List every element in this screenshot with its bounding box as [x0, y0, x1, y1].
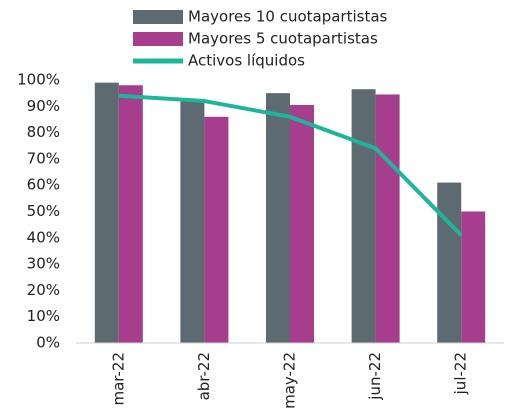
- y-tick-label: 80%: [27, 123, 60, 141]
- y-tick-label: 30%: [27, 255, 60, 273]
- y-tick-label: 0%: [36, 334, 60, 352]
- bar: [351, 89, 376, 343]
- bar: [118, 85, 143, 343]
- x-tick-label: mar-22: [109, 352, 127, 406]
- y-tick-label: 50%: [27, 202, 60, 220]
- bar: [461, 211, 486, 343]
- legend-swatch: [133, 32, 183, 46]
- bar: [266, 93, 290, 344]
- y-tick-label: 100%: [17, 71, 60, 89]
- x-tick-label: may-22: [281, 352, 299, 409]
- y-tick-label: 40%: [27, 228, 60, 246]
- y-tick-label: 90%: [27, 97, 60, 115]
- x-tick-label: jul-22: [452, 352, 470, 395]
- x-tick-label: jun-22: [366, 352, 384, 401]
- bar: [290, 104, 314, 343]
- y-tick-label: 70%: [27, 149, 60, 167]
- line: [118, 93, 463, 237]
- bar: [204, 116, 229, 343]
- bar: [180, 101, 205, 343]
- legend-swatch: [133, 10, 183, 24]
- bar: [437, 182, 462, 343]
- bar: [375, 94, 400, 343]
- x-tick-label: abr-22: [195, 352, 213, 400]
- y-tick-label: 10%: [27, 307, 60, 325]
- bar: [94, 82, 119, 343]
- y-tick-label: 20%: [27, 281, 60, 299]
- legend-label: Mayores 5 cuotapartistas: [188, 30, 378, 48]
- y-tick-label: 60%: [27, 176, 60, 194]
- legend-label: Mayores 10 cuotapartistas: [188, 8, 388, 26]
- legend-label: Activos líquidos: [188, 52, 305, 70]
